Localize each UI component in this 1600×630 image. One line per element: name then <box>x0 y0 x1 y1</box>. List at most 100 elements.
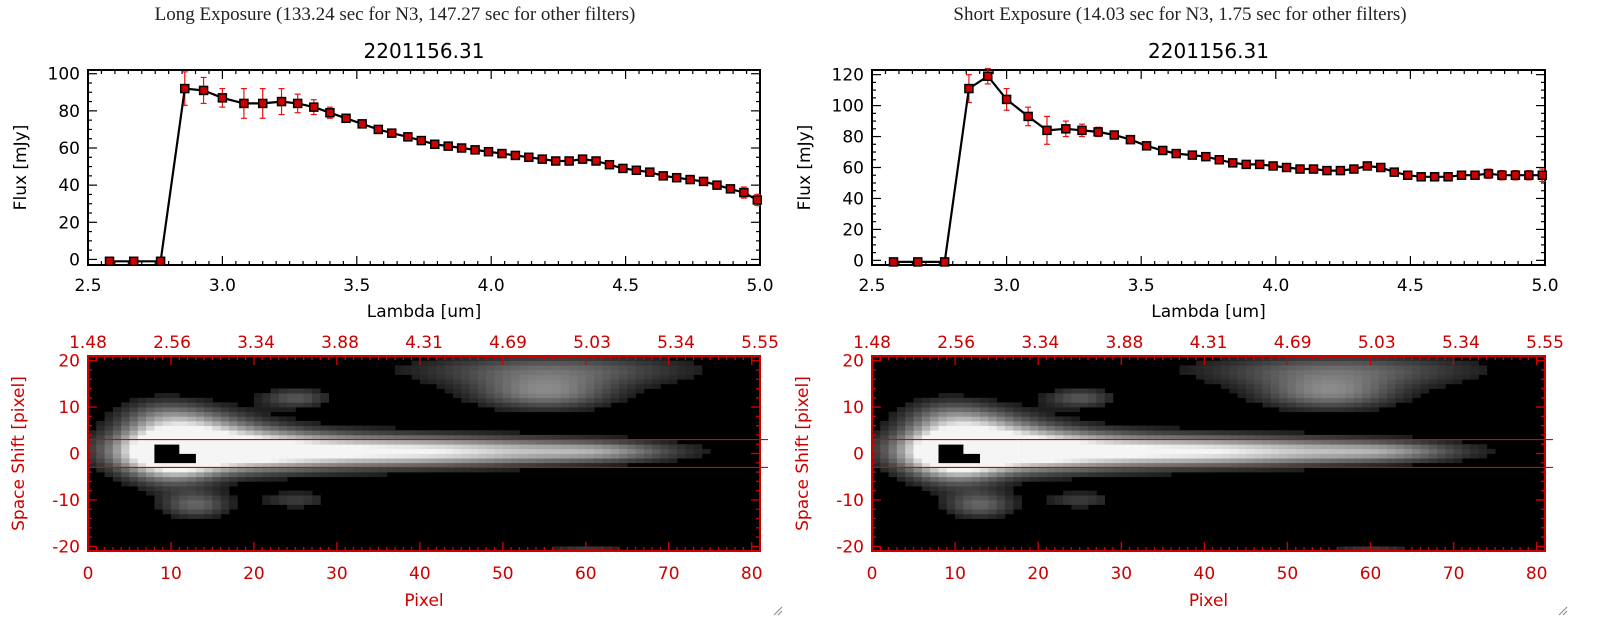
image-pixel <box>955 504 964 510</box>
resize-grip-icon[interactable] <box>1558 606 1568 616</box>
image-pixel <box>253 402 263 408</box>
image-pixel <box>1362 444 1371 450</box>
image-pixel <box>585 444 595 450</box>
image-pixel <box>1146 448 1155 454</box>
image-pixel <box>278 416 288 422</box>
image-pixel <box>1345 546 1355 552</box>
image-pixel <box>1021 458 1031 464</box>
image-pixel <box>262 421 271 426</box>
image-pixel <box>988 513 997 519</box>
image-pixel <box>295 439 305 445</box>
image-pixel <box>345 434 354 440</box>
image-pixel <box>361 472 371 478</box>
image-pixel <box>1204 369 1213 375</box>
image-pixel <box>162 425 172 431</box>
image-pixel <box>1146 472 1155 478</box>
image-pixel <box>104 453 114 459</box>
image-pixel <box>610 356 620 361</box>
image-pixel <box>1079 490 1089 496</box>
image-pixel <box>395 430 404 436</box>
image-pixel <box>1212 444 1222 450</box>
image-pixel <box>1304 379 1313 385</box>
image-pixel <box>1088 444 1097 450</box>
image-pixel <box>1054 434 1064 440</box>
image-pixel <box>1212 467 1222 473</box>
image-pixel <box>96 421 105 426</box>
image-pixel <box>1337 374 1346 380</box>
image-pixel <box>137 439 147 445</box>
image-pixel <box>1071 444 1081 450</box>
image-pixel <box>1004 472 1014 478</box>
image-pixel <box>1038 411 1047 417</box>
image-pixel <box>536 356 545 361</box>
image-pixel <box>955 481 964 487</box>
data-point-marker <box>1429 172 1440 182</box>
image-pixel <box>146 476 155 482</box>
image-pixel <box>253 448 263 454</box>
image-pixel <box>988 407 997 413</box>
image-pixel <box>1478 444 1488 450</box>
image-pixel <box>1154 458 1164 464</box>
image-pixel <box>419 379 429 385</box>
image-pixel <box>395 453 404 459</box>
image-pixel <box>1245 434 1255 440</box>
image-pixel <box>1378 379 1388 385</box>
image-pixel <box>378 439 388 445</box>
image-pixel <box>544 434 553 440</box>
image-pixel <box>1071 397 1081 403</box>
image-pixel <box>1320 379 1330 385</box>
image-pixel <box>1362 439 1371 445</box>
image-pixel <box>1071 425 1081 431</box>
resize-grip-icon[interactable] <box>773 606 783 616</box>
resize-grips[interactable] <box>773 606 1568 616</box>
image-pixel <box>1088 425 1097 431</box>
image-pixel <box>946 453 956 459</box>
image-pixel <box>913 421 923 426</box>
data-point-marker <box>537 154 548 164</box>
image-pixel <box>1038 448 1047 454</box>
image-pixel <box>536 383 545 389</box>
image-pixel <box>652 383 661 389</box>
image-pixel <box>370 467 379 473</box>
y-tick-label: 0 <box>69 250 80 270</box>
image-pixel <box>1428 458 1438 464</box>
image-pixel <box>494 402 504 408</box>
image-pixel <box>536 365 545 371</box>
image-pixel <box>1270 374 1280 380</box>
image-pixel <box>988 472 997 478</box>
image-pixel <box>88 430 97 436</box>
image-pixel <box>154 486 164 491</box>
image-pixel <box>921 486 931 491</box>
image-pixel <box>627 383 636 389</box>
image-pixel <box>278 476 288 482</box>
image-pixel <box>262 439 271 445</box>
image-pixel <box>195 504 205 510</box>
image-pixel <box>187 407 197 413</box>
image-pixel <box>1279 448 1288 454</box>
image-pixel <box>536 439 545 445</box>
image-pixel <box>1287 388 1297 394</box>
image-pixel <box>88 462 97 468</box>
image-pixel <box>610 393 620 399</box>
image-pixel <box>1038 453 1047 459</box>
image-pixel <box>560 462 570 468</box>
image-pixel <box>212 499 222 505</box>
image-pixel <box>610 365 620 371</box>
image-pixel <box>1221 467 1230 473</box>
image-pixel <box>1428 379 1438 385</box>
image-pixel <box>112 430 122 436</box>
image-pixel <box>195 472 205 478</box>
top-tick-label: 1.48 <box>853 333 891 353</box>
image-pixel <box>1345 439 1355 445</box>
image-pixel <box>187 467 197 473</box>
image-pixel <box>1229 388 1238 394</box>
image-pixel <box>569 444 578 450</box>
image-pixel <box>320 439 329 445</box>
data-point-marker <box>357 119 367 129</box>
image-pixel <box>1187 458 1197 464</box>
image-pixel <box>1204 462 1213 468</box>
image-pixel <box>905 444 914 450</box>
data-point-marker <box>443 141 453 151</box>
image-pixel <box>1395 439 1405 445</box>
image-pixel <box>1370 407 1380 413</box>
